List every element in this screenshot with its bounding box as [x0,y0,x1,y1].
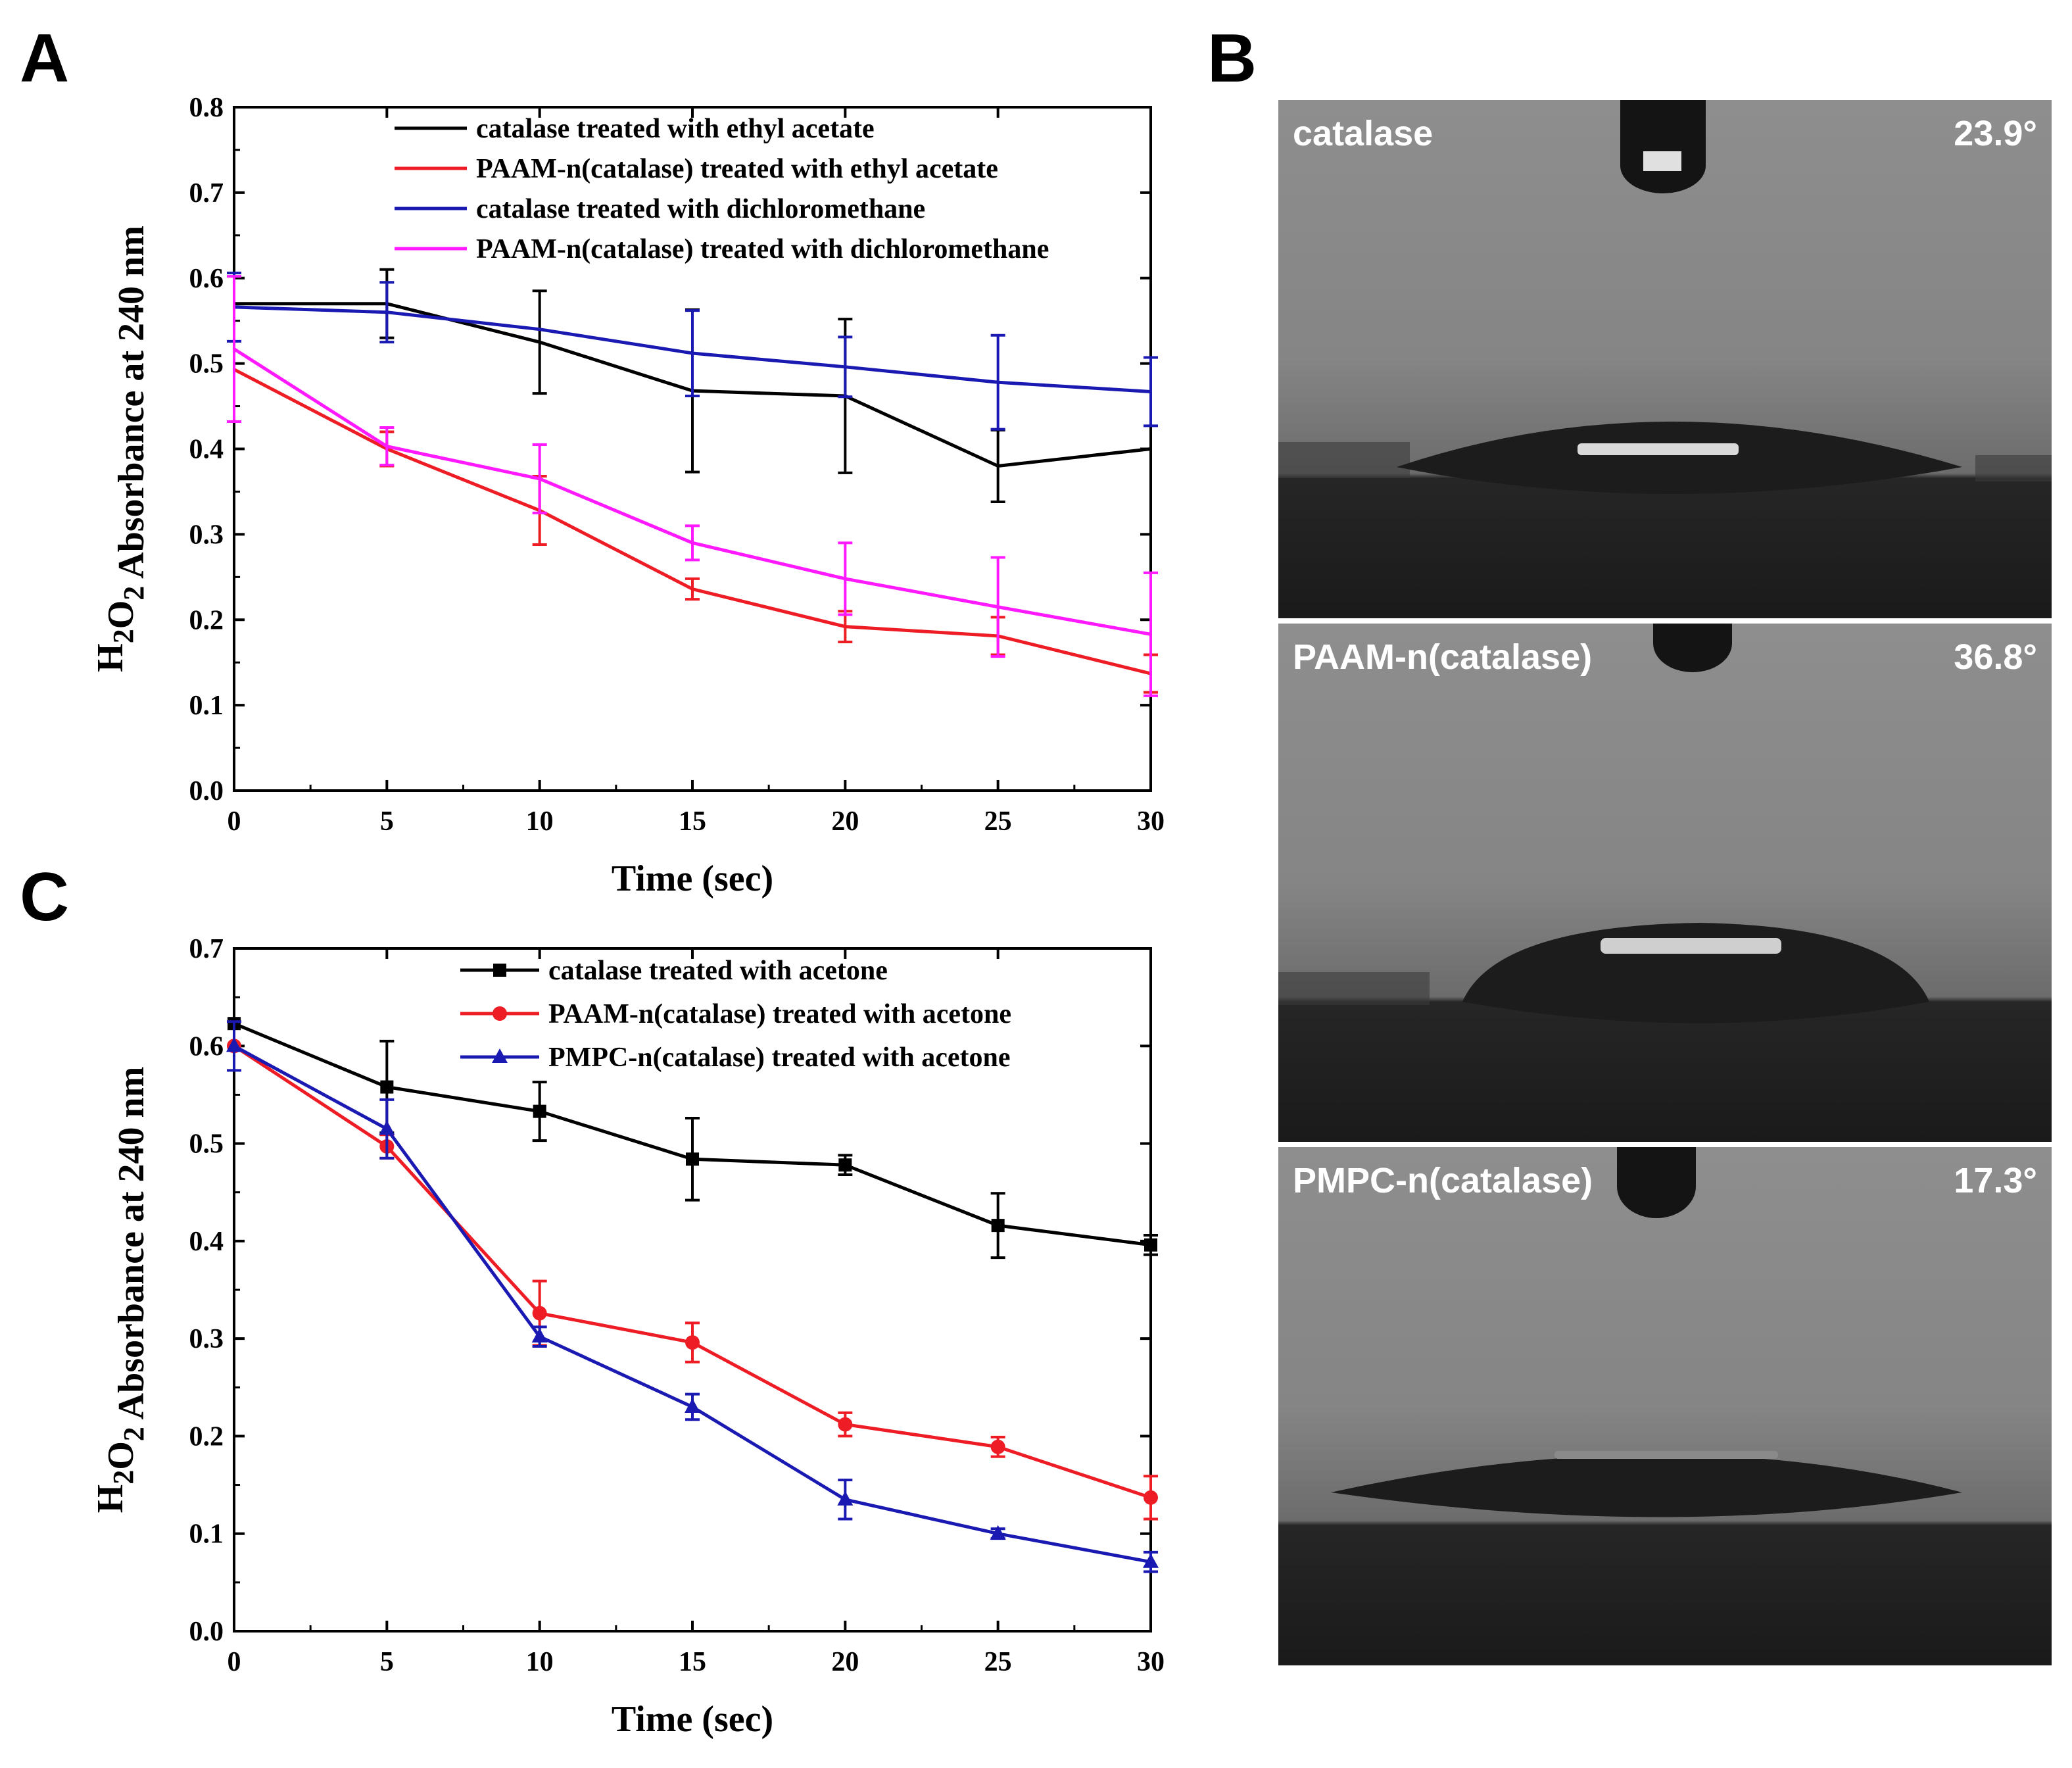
legend-label: PAAM-n(catalase) treated with ethyl acet… [476,154,998,184]
y-tick-label: 0.0 [189,776,224,806]
data-point [379,1120,395,1135]
contact-angle-photo-paam: PAAM-n(catalase) 36.8° [1278,624,2052,1142]
y-tick-label: 0.6 [189,264,224,294]
contact-angle-value: 36.8° [1954,637,2037,677]
x-tick-label: 0 [228,1647,241,1677]
contact-angle-value: 23.9° [1954,114,2037,153]
panel-letter-c: C [20,859,70,935]
y-label-part: Absorbance at 240 nm [111,1067,152,1427]
x-tick-label: 25 [984,806,1012,837]
series-line [233,305,1151,393]
series-1 [228,1017,1158,1260]
data-point [533,1104,546,1118]
photo-label: catalase [1293,114,1434,153]
droplet-image-pmpc [1278,1147,2052,1665]
data-point [685,1335,700,1350]
contact-angle-photo-catalase: catalase 23.9° [1278,100,2052,618]
x-tick-label: 15 [679,806,706,837]
y-tick-label: 0.1 [189,1519,224,1550]
data-point [686,1152,699,1166]
y-tick-label: 0.4 [189,435,224,465]
data-point [838,1417,853,1432]
legend-marker [492,1048,508,1063]
x-axis-label: Time (sec) [612,1699,773,1740]
legend-label: catalase treated with acetone [548,956,888,986]
series-2 [227,1039,1158,1521]
data-point [991,1219,1005,1233]
y-tick-label: 0.3 [189,520,224,550]
y-tick-label: 0.1 [189,691,224,721]
droplet-image-paam [1278,624,2052,1142]
x-tick-label: 5 [380,1647,394,1677]
x-tick-label: 10 [526,806,554,837]
y-tick-label: 0.5 [189,349,224,380]
droplet-image-catalase [1278,100,2052,618]
y-tick-label: 0.2 [189,1421,224,1452]
photo-label: PAAM-n(catalase) [1293,637,1593,677]
x-tick-label: 5 [380,806,394,837]
y-tick-label: 0.2 [189,605,224,635]
y-tick-label: 0.4 [189,1227,224,1257]
x-axis-label: Time (sec) [612,858,773,899]
y-tick-label: 0.3 [189,1324,224,1354]
y-label-subscript: 2 [118,586,150,601]
y-label-subscript: 2 [107,629,139,643]
x-tick-label: 10 [526,1647,554,1677]
series-4 [227,275,1158,697]
data-point [380,1080,394,1094]
y-label-part: Absorbance at 240 nm [111,226,152,586]
y-label-part: O [101,601,141,629]
legend-label: PAAM-n(catalase) treated with acetone [548,999,1011,1029]
chart-c: 0 5 10 15 20 25 30 0.0 0.1 0.2 0.3 0.4 0.5 0.6 0.7 Time… [90,934,1165,1740]
legend-marker [493,1006,507,1021]
data-point [1144,1490,1158,1505]
x-tick-label: 15 [679,1647,706,1677]
series-line [233,347,1151,636]
data-point [838,1158,852,1172]
x-tick-label: 30 [1137,1647,1165,1677]
legend-marker [493,964,506,977]
y-tick-label: 0.7 [189,934,224,964]
y-label-subscript: 2 [118,1427,150,1441]
contact-angle-photo-pmpc: PMPC-n(catalase) 17.3° [1278,1147,2052,1665]
panel-letter-b: B [1207,20,1257,97]
y-label-subscript: 2 [107,1470,139,1485]
x-tick-label: 30 [1137,806,1165,837]
x-tick-label: 0 [228,806,241,837]
x-tick-label: 25 [984,1647,1012,1677]
y-tick-label: 0.0 [189,1617,224,1647]
legend-label: PAAM-n(catalase) treated with dichlorome… [476,234,1049,264]
y-label-part: O [101,1441,141,1470]
panel-letter-a: A [20,20,70,97]
y-tick-label: 0.8 [189,93,224,123]
data-point [226,1037,242,1052]
data-point [1143,1553,1159,1568]
legend-label: catalase treated with dichloromethane [476,194,925,224]
y-tick-label: 0.5 [189,1129,224,1160]
series-line [233,1044,1151,1500]
legend-label: catalase treated with ethyl acetate [476,114,875,144]
y-axis-label: H2O2 Absorbance at 240 nm [90,1067,152,1513]
y-tick-label: 0.6 [189,1031,224,1062]
series-3 [226,1020,1159,1573]
y-label-part: H [90,643,131,672]
x-tick-label: 20 [831,806,859,837]
data-point [1144,1238,1157,1252]
chart-a: 0 5 10 15 20 25 30 0.0 0.1 0.2 0.3 0.4 0.5 0.6 0.7 0.8 T… [90,93,1165,899]
legend-label: PMPC-n(catalase) treated with acetone [548,1043,1011,1073]
data-point [837,1490,854,1506]
data-point [685,1398,700,1413]
series-2 [233,368,1158,694]
photo-label: PMPC-n(catalase) [1293,1161,1593,1200]
y-label-part: H [90,1485,131,1513]
contact-angle-value: 17.3° [1954,1161,2037,1200]
data-point [990,1439,1005,1454]
data-point [531,1328,548,1343]
y-axis-label: H2O2 Absorbance at 240 nm [90,226,152,672]
y-tick-label: 0.7 [189,178,224,209]
data-point [532,1306,547,1321]
data-point [990,1525,1006,1540]
x-tick-label: 20 [831,1647,859,1677]
